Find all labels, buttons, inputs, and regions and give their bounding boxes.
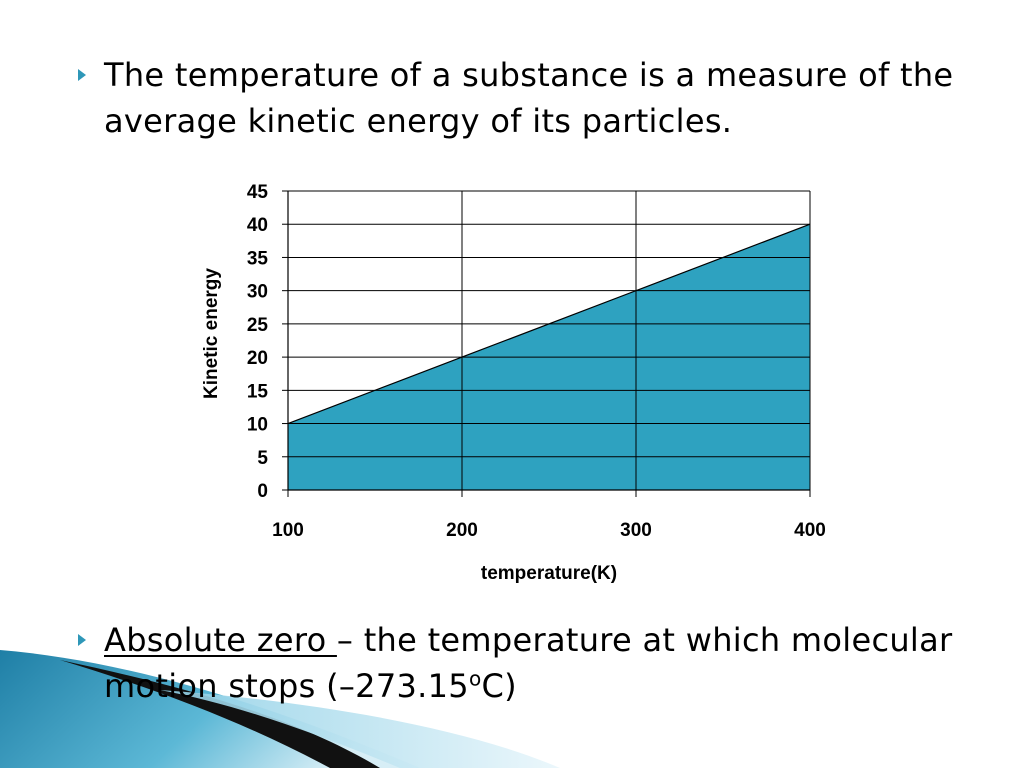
y-tick-label: 15 (247, 381, 269, 402)
x-tick-label: 400 (794, 520, 826, 541)
y-tick-label: 5 (257, 448, 268, 469)
x-axis-label: temperature(K) (481, 563, 617, 584)
y-tick-label: 40 (247, 215, 268, 236)
y-axis-label: Kinetic energy (201, 268, 222, 399)
y-tick-label: 20 (247, 348, 268, 369)
y-tick-label: 35 (247, 248, 269, 269)
definition-unit: C) (481, 667, 517, 705)
y-tick-label: 45 (247, 182, 269, 203)
y-tick-label: 25 (247, 315, 269, 336)
definition-text: – the temperature at which molecular mot… (104, 621, 953, 705)
triangle-bullet-icon (78, 69, 86, 81)
x-tick-label: 300 (620, 520, 652, 541)
y-tick-label: 30 (247, 282, 268, 303)
triangle-bullet-icon (78, 634, 86, 646)
bullet-temperature: The temperature of a substance is a meas… (78, 52, 978, 144)
x-tick-label: 200 (446, 520, 478, 541)
area-line (287, 223, 811, 425)
y-tick-label: 0 (257, 481, 268, 502)
bullet-absolute-zero: Absolute zero – the temperature at which… (78, 617, 978, 709)
y-tick-label: 10 (247, 415, 268, 436)
x-tick-label: 100 (272, 520, 304, 541)
degree-superscript: o (468, 666, 482, 691)
kinetic-energy-chart: 0 5 10 15 20 25 30 35 40 45 100 200 300 400 temperatur… (201, 182, 826, 584)
bullet-text: The temperature of a substance is a meas… (104, 56, 954, 140)
term-absolute-zero: Absolute zero (104, 621, 337, 659)
bullet-text: Absolute zero – the temperature at which… (104, 617, 978, 709)
